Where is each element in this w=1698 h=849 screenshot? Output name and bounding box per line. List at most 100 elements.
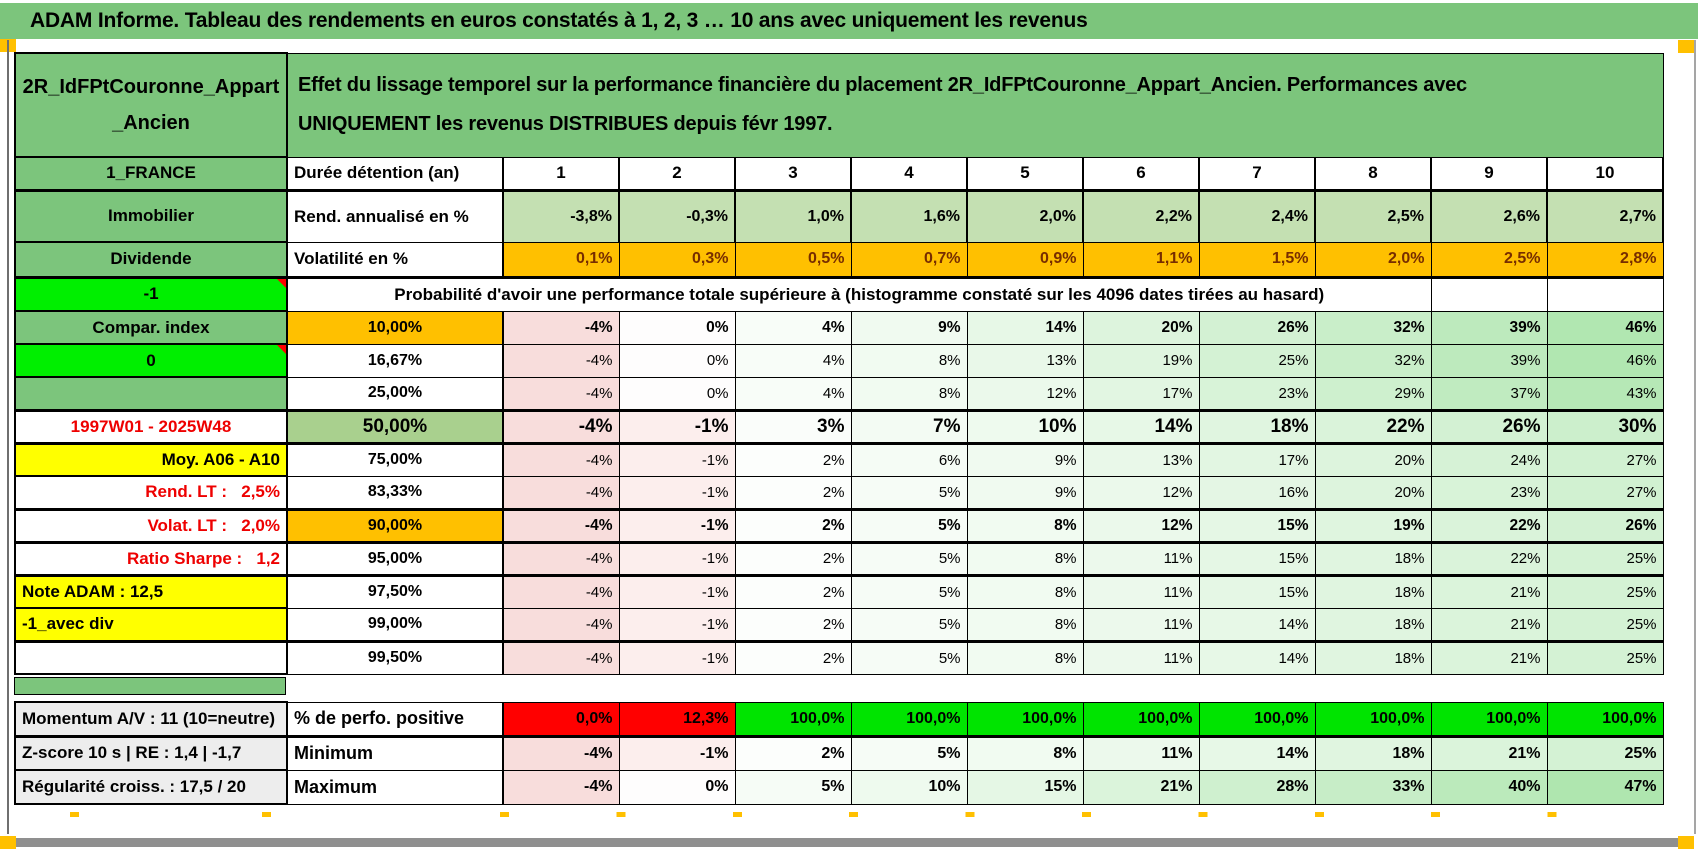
performance-cell[interactable]: -4% <box>502 640 620 675</box>
performance-cell[interactable]: 5% <box>850 640 968 675</box>
summary-cell[interactable]: 100,0% <box>966 701 1084 738</box>
performance-cell[interactable]: 46% <box>1546 310 1664 345</box>
column-header[interactable]: 5 <box>966 156 1084 192</box>
volatility-header-cell[interactable]: Volatilité en % <box>286 241 504 279</box>
performance-cell[interactable]: 12% <box>1082 507 1200 544</box>
summary-cell[interactable]: 100,0% <box>1198 701 1316 738</box>
summary-cell[interactable]: -4% <box>502 735 620 771</box>
performance-cell[interactable]: 8% <box>966 541 1084 577</box>
performance-cell[interactable]: 30% <box>1546 408 1664 445</box>
annualized-return-cell[interactable]: 1,0% <box>734 189 852 243</box>
performance-cell[interactable]: 19% <box>1314 507 1432 544</box>
performance-cell[interactable]: -4% <box>502 541 620 577</box>
probability-threshold-cell[interactable]: 75,00% <box>286 442 504 477</box>
summary-cell[interactable]: 12,3% <box>618 701 736 738</box>
column-header[interactable]: 2 <box>618 156 736 192</box>
performance-cell[interactable]: 23% <box>1198 376 1316 411</box>
empty-cell[interactable] <box>1546 276 1664 312</box>
performance-cell[interactable]: 39% <box>1430 343 1548 378</box>
probability-threshold-cell[interactable]: 83,33% <box>286 475 504 510</box>
window-bottom-bar[interactable] <box>16 838 1678 847</box>
summary-cell[interactable]: 100,0% <box>1314 701 1432 738</box>
zscore-label-cell[interactable]: Z-score 10 s | RE : 1,4 | -1,7 <box>14 735 288 771</box>
probability-threshold-cell[interactable]: 97,50% <box>286 574 504 609</box>
annualized-return-cell[interactable]: 2,0% <box>966 189 1084 243</box>
summary-cell[interactable]: 18% <box>1314 735 1432 771</box>
performance-cell[interactable]: -1% <box>618 408 736 445</box>
moyenne-label-cell[interactable]: Moy. A06 - A10 <box>14 442 288 477</box>
annualized-return-cell[interactable]: -3,8% <box>502 189 620 243</box>
column-header[interactable]: 3 <box>734 156 852 192</box>
probability-threshold-cell[interactable]: 99,00% <box>286 607 504 643</box>
description-cell[interactable]: Effet du lissage temporel sur la perform… <box>286 52 1664 158</box>
volatility-cell[interactable]: 0,9% <box>966 241 1084 279</box>
summary-cell[interactable]: -4% <box>502 769 620 805</box>
performance-cell[interactable]: 4% <box>734 376 852 411</box>
performance-cell[interactable]: 8% <box>966 507 1084 544</box>
performance-cell[interactable]: 13% <box>1082 442 1200 477</box>
performance-cell[interactable]: 15% <box>1198 541 1316 577</box>
performance-cell[interactable]: -1% <box>618 640 736 675</box>
summary-cell[interactable]: 15% <box>966 769 1084 805</box>
regularite-label-cell[interactable]: Régularité croiss. : 17,5 / 20 <box>14 769 288 805</box>
performance-cell[interactable]: 26% <box>1546 507 1664 544</box>
volatility-cell[interactable]: 0,1% <box>502 241 620 279</box>
performance-cell[interactable]: 2% <box>734 640 852 675</box>
performance-cell[interactable]: 20% <box>1082 310 1200 345</box>
summary-cell[interactable]: 100,0% <box>734 701 852 738</box>
performance-cell[interactable]: 25% <box>1546 574 1664 609</box>
annualized-return-cell[interactable]: 2,5% <box>1314 189 1432 243</box>
performance-cell[interactable]: -4% <box>502 376 620 411</box>
probability-threshold-cell[interactable]: 25,00% <box>286 376 504 411</box>
performance-cell[interactable]: 25% <box>1546 640 1664 675</box>
annualized-return-cell[interactable]: 2,2% <box>1082 189 1200 243</box>
perfo-positive-header-cell[interactable]: % de perfo. positive <box>286 701 504 738</box>
summary-cell[interactable]: 11% <box>1082 735 1200 771</box>
performance-cell[interactable]: -1% <box>618 442 736 477</box>
performance-cell[interactable]: 21% <box>1430 640 1548 675</box>
probability-threshold-cell[interactable]: 90,00% <box>286 507 504 544</box>
performance-cell[interactable]: 0% <box>618 343 736 378</box>
summary-cell[interactable]: 2% <box>734 735 852 771</box>
performance-cell[interactable]: 9% <box>966 442 1084 477</box>
performance-cell[interactable]: 14% <box>1198 607 1316 643</box>
performance-cell[interactable]: 27% <box>1546 475 1664 510</box>
performance-cell[interactable]: 0% <box>618 376 736 411</box>
volatility-cell[interactable]: 1,1% <box>1082 241 1200 279</box>
performance-cell[interactable]: 10% <box>966 408 1084 445</box>
ratio-sharpe-label-cell[interactable]: Ratio Sharpe : 1,2 <box>14 541 288 577</box>
summary-cell[interactable]: 25% <box>1546 735 1664 771</box>
empty-label-cell[interactable] <box>14 640 288 675</box>
summary-cell[interactable]: 0% <box>618 769 736 805</box>
performance-cell[interactable]: 2% <box>734 475 852 510</box>
empty-cell[interactable] <box>1430 276 1548 312</box>
summary-cell[interactable]: -1% <box>618 735 736 771</box>
performance-cell[interactable]: -4% <box>502 607 620 643</box>
asset-class-label-cell[interactable]: Immobilier <box>14 189 288 243</box>
performance-cell[interactable]: 25% <box>1546 607 1664 643</box>
volatility-cell[interactable]: 2,0% <box>1314 241 1432 279</box>
summary-cell[interactable]: 100,0% <box>1082 701 1200 738</box>
period-label-cell[interactable]: 1997W01 - 2025W48 <box>14 408 288 445</box>
empty-label-cell[interactable] <box>14 376 288 411</box>
performance-cell[interactable]: 26% <box>1430 408 1548 445</box>
performance-cell[interactable]: 25% <box>1546 541 1664 577</box>
duration-header-cell[interactable]: Durée détention (an) <box>286 156 504 192</box>
summary-cell[interactable]: 100,0% <box>1430 701 1548 738</box>
annualized-return-cell[interactable]: -0,3% <box>618 189 736 243</box>
volatility-cell[interactable]: 0,3% <box>618 241 736 279</box>
performance-cell[interactable]: -4% <box>502 475 620 510</box>
performance-cell[interactable]: -4% <box>502 408 620 445</box>
performance-cell[interactable]: 25% <box>1198 343 1316 378</box>
performance-cell[interactable]: 20% <box>1314 442 1432 477</box>
flag-zero-cell[interactable]: 0 <box>14 343 288 378</box>
performance-cell[interactable]: 29% <box>1314 376 1432 411</box>
performance-cell[interactable]: 43% <box>1546 376 1664 411</box>
annualized-return-cell[interactable]: 2,4% <box>1198 189 1316 243</box>
performance-cell[interactable]: -4% <box>502 310 620 345</box>
column-header[interactable]: 9 <box>1430 156 1548 192</box>
probability-threshold-cell[interactable]: 50,00% <box>286 408 504 445</box>
maximum-header-cell[interactable]: Maximum <box>286 769 504 805</box>
return-header-cell[interactable]: Rend. annualisé en % <box>286 189 504 243</box>
performance-cell[interactable]: 26% <box>1198 310 1316 345</box>
